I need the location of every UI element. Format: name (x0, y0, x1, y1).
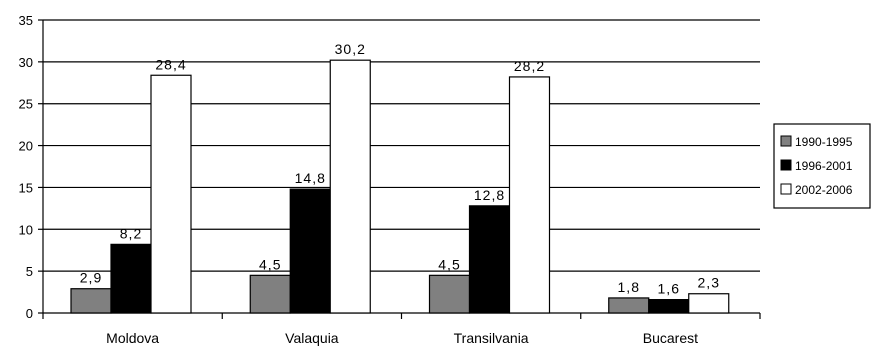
bar-1996-2001-Transilvania (468, 205, 511, 314)
y-tick-label: 5 (26, 264, 33, 279)
data-label: 4,5 (259, 256, 281, 272)
bar-1990-1995-Bucarest (608, 297, 650, 314)
x-tick-label: Transilvania (454, 330, 529, 346)
legend-entry: 1990-1995 (795, 135, 853, 149)
bar-2002-2006-Moldova (150, 74, 192, 314)
y-tick-label: 35 (19, 13, 33, 28)
data-label: 14,8 (295, 170, 326, 186)
legend-swatch (780, 183, 792, 195)
bar-1996-2001-Bucarest (648, 299, 690, 314)
data-label: 8,2 (120, 225, 142, 241)
y-tick-label: 30 (19, 55, 33, 70)
x-tick-label: Bucarest (643, 330, 698, 346)
bar-1996-2001-Moldova (110, 243, 152, 314)
y-tick-label: 25 (19, 97, 33, 112)
x-tick-label: Valaquia (285, 330, 339, 346)
y-tick-label: 15 (19, 180, 33, 195)
y-tick-label: 0 (26, 306, 33, 321)
data-label: 30,2 (335, 41, 366, 57)
legend-swatch (780, 135, 792, 147)
bar-2002-2006-Valaquia (329, 59, 371, 314)
bar-1990-1995-Valaquia (249, 274, 291, 314)
data-label: 28,2 (514, 58, 545, 74)
x-tick-label: Moldova (106, 330, 159, 346)
data-label: 12,8 (474, 187, 505, 203)
bar-1996-2001-Valaquia (289, 188, 331, 314)
legend-swatch (780, 159, 792, 171)
bar-2002-2006-Transilvania (508, 76, 551, 314)
y-tick-label: 20 (19, 139, 33, 154)
bar-1990-1995-Moldova (70, 288, 112, 314)
legend-entry: 2002-2006 (795, 183, 853, 197)
data-label: 4,5 (438, 256, 460, 272)
legend-entry: 1996-2001 (795, 159, 853, 173)
bar-2002-2006-Bucarest (688, 293, 730, 314)
data-label: 2,9 (80, 270, 102, 286)
bar-1990-1995-Transilvania (428, 274, 471, 314)
y-tick-label: 10 (19, 222, 33, 237)
data-label: 1,6 (658, 281, 680, 297)
data-label: 1,8 (618, 279, 640, 295)
data-label: 28,4 (155, 56, 186, 72)
data-label: 2,3 (698, 275, 720, 291)
